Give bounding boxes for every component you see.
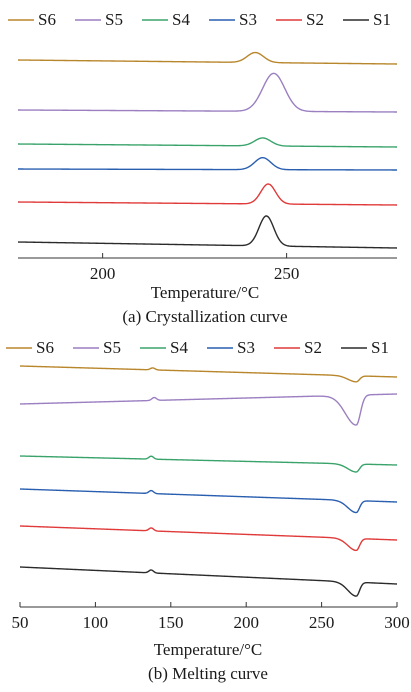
legend-label-s3: S3 (237, 338, 255, 357)
series-line-s1 (19, 566, 398, 597)
x-tick-label: 100 (83, 613, 109, 632)
series-line-s6 (19, 365, 398, 383)
legend-label-s2: S2 (304, 338, 322, 357)
x-ticks-a: 200 250 (90, 253, 299, 283)
series-line-s4 (17, 137, 398, 148)
series-line-s4 (19, 455, 398, 473)
legend-label-s4: S4 (172, 10, 190, 29)
legend-label-s5: S5 (103, 338, 121, 357)
legend-a: S6 S5 S4 S3 S2 S1 (8, 10, 391, 29)
legend-label-s1: S1 (371, 338, 389, 357)
series-line-s6 (17, 51, 398, 65)
x-tick-label: 250 (274, 264, 300, 283)
legend-label-s2: S2 (306, 10, 324, 29)
x-tick-label: 50 (12, 613, 29, 632)
series-line-s2 (17, 183, 398, 206)
legend-label-s5: S5 (105, 10, 123, 29)
x-axis-label-a: Temperature/°C (151, 283, 260, 302)
x-tick-label: 200 (90, 264, 116, 283)
series-line-s2 (19, 525, 398, 552)
x-ticks-b: 50 100 150 200 250 300 (12, 602, 410, 632)
series-line-s5 (17, 72, 398, 113)
series-line-s3 (18, 156, 397, 171)
curves-b (19, 365, 398, 597)
legend-label-s1: S1 (373, 10, 391, 29)
series-line-s5 (19, 393, 398, 426)
x-tick-label: 200 (233, 613, 259, 632)
legend-label-s6: S6 (38, 10, 56, 29)
legend-label-s6: S6 (36, 338, 54, 357)
legend-label-s4: S4 (170, 338, 188, 357)
x-tick-label: 150 (158, 613, 184, 632)
series-line-s1 (17, 215, 398, 249)
curves-a (17, 51, 398, 249)
x-axis-label-b: Temperature/°C (154, 640, 263, 659)
x-tick-label: 250 (309, 613, 335, 632)
panel-b: S6 S5 S4 S3 S2 S1 50 100 150 200 250 300 Temperatu… (6, 338, 410, 683)
panel-a: S6 S5 S4 S3 S2 S1 200 250 Temperature/°C (a) C… (8, 10, 398, 326)
caption-b: (b) Melting curve (148, 664, 268, 683)
x-tick-label: 300 (384, 613, 410, 632)
legend-label-s3: S3 (239, 10, 257, 29)
series-line-s3 (19, 488, 398, 514)
caption-a: (a) Crystallization curve (122, 307, 287, 326)
legend-b: S6 S5 S4 S3 S2 S1 (6, 338, 389, 357)
